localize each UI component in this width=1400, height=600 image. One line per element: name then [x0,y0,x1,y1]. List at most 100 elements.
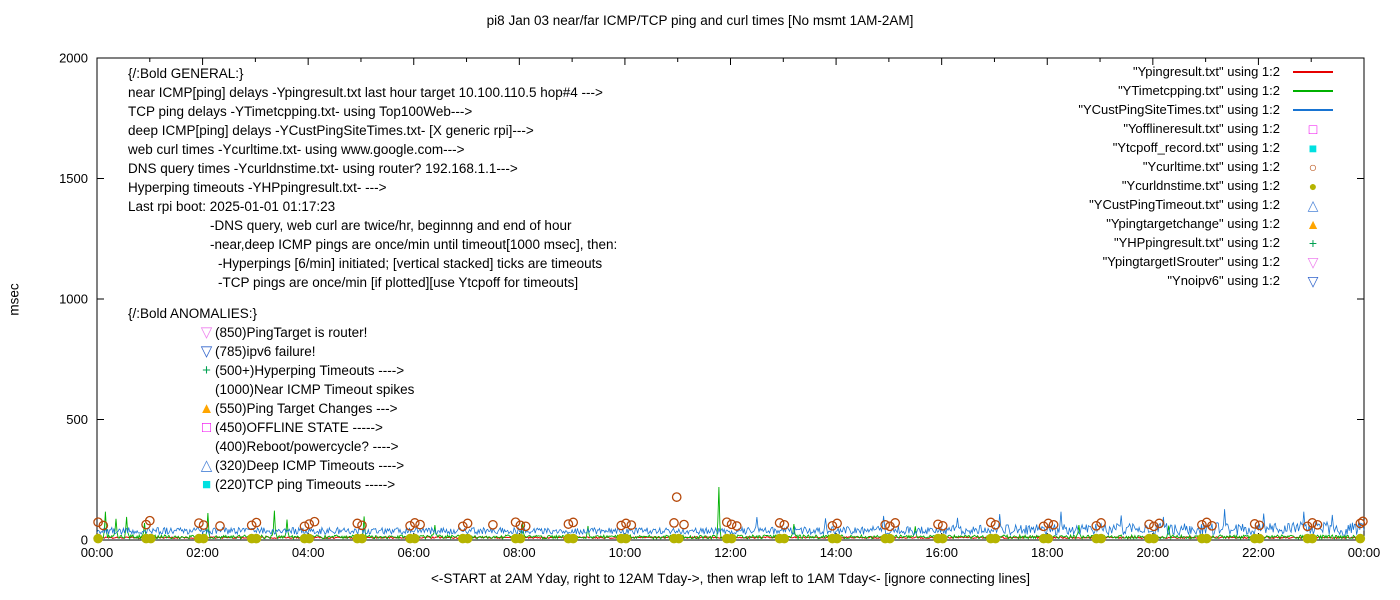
plus-icon: + [1290,236,1336,250]
x-tick-label: 02:00 [186,545,219,560]
legend-row: "Ypingresult.txt" using 1:2 [1078,62,1336,81]
anomaly-label: (850)PingTarget is router! [215,325,368,340]
data-point-Ycurldnstime.txt [621,533,631,544]
x-tick-label: 16:00 [925,545,958,560]
data-point-Ycurldnstime.txt [726,533,737,544]
data-point-Ycurltime.txt [1091,520,1102,531]
spacer [128,292,617,304]
data-point-Ycurltime.txt [990,519,1001,530]
legend-row: "Ycurldnstime.txt" using 1:2 ● [1078,176,1336,195]
legend-row: "YpingtargetISrouter" using 1:2 ▽ [1078,252,1336,271]
line-sample-icon [1293,70,1333,73]
general-line: TCP ping delays -YTimetcpping.txt- using… [128,104,473,119]
data-point-Ycurltime.txt [1254,520,1265,531]
data-point-Ycurltime.txt [1249,519,1260,529]
triangle-up-filled-icon: ▲ [1290,217,1336,231]
data-point-Ycurltime.txt [93,517,103,528]
legend-label: "YpingtargetISrouter" using 1:2 [1102,254,1280,269]
data-point-Ycurldnstime.txt [1254,533,1265,544]
square-open-icon: □ [1290,122,1336,136]
data-point-Ycurltime.txt [933,519,943,530]
data-point-Ycurltime.txt [568,517,579,528]
general-line: Hyperping timeouts -YHPpingresult.txt- -… [128,180,387,195]
data-point-Ycurltime.txt [1048,519,1059,530]
anomaly-row: ▲ (550)Ping Target Changes ---> [198,399,617,418]
data-point-Ycurldnstime.txt [93,533,103,544]
general-line: deep ICMP[ping] delays -YCustPingSiteTim… [128,123,534,138]
line-icon [1290,108,1336,111]
data-point-Ycurldnstime.txt [990,533,1001,544]
data-point-Ycurltime.txt [880,519,891,530]
general-note: -Hyperpings [6/min] initiated; [vertical… [218,256,603,271]
data-point-Ycurltime.txt [1358,516,1368,527]
y-tick-label: 2000 [59,51,88,66]
data-point-Ycurldnstime.txt [1355,533,1366,544]
data-point-Ycurltime.txt [1154,518,1165,529]
x-tick-label: 00:00 [81,545,114,560]
legend-row: "YTimetcpping.txt" using 1:2 [1078,81,1336,100]
data-point-Ycurltime.txt [488,519,498,530]
data-point-Ycurltime.txt [1307,518,1318,528]
legend-row: "Ytcpoff_record.txt" using 1:2 ■ [1078,138,1336,157]
square-open-icon: □ [1308,120,1318,137]
data-point-Ycurltime.txt [304,519,315,529]
data-point-Ycurltime.txt [510,517,521,528]
triangle-up-filled-icon: ▲ [1306,215,1320,232]
anomaly-row: (1000)Near ICMP Timeout spikes [198,380,617,399]
data-point-Ycurltime.txt [1038,521,1049,532]
data-point-Ycurltime.txt [1312,519,1323,530]
anomaly-row: □ (450)OFFLINE STATE -----> [198,418,617,437]
general-note: -DNS query, web curl are twice/hr, begin… [210,218,572,233]
legend-label: "YHPpingresult.txt" using 1:2 [1113,235,1280,250]
data-point-Ycurldnstime.txt [251,533,262,544]
legend-label: "Ynoipv6" using 1:2 [1167,273,1280,288]
data-point-Ycurldnstime.txt [410,533,420,544]
triangle-down-open-icon: ▽ [200,343,213,360]
legend-row: "YHPpingresult.txt" using 1:2 + [1078,233,1336,252]
x-tick-label: 22:00 [1242,545,1275,560]
square-filled-icon: ■ [1290,141,1336,155]
y-tick-label: 1500 [59,171,88,186]
legend-label: "Yofflineresult.txt" using 1:2 [1123,121,1280,136]
data-point-Ycurldnstime.txt [357,533,367,544]
data-point-Ycurltime.txt [1302,521,1313,532]
x-tick-label: 00:00 [1348,545,1381,560]
data-point-Ycurltime.txt [779,519,790,530]
data-point-Ycurltime.txt [721,517,732,528]
general-header: {/:Bold GENERAL:} [128,66,244,81]
data-point-Ycurltime.txt [415,519,425,530]
data-point-Ycurldnstime.txt [1307,533,1318,544]
data-point-Ycurltime.txt [626,520,637,530]
general-line: near ICMP[ping] delays -Ypingresult.txt … [128,85,603,100]
legend-label: "YCustPingTimeout.txt" using 1:2 [1089,197,1280,212]
line-sample-icon [1293,108,1333,111]
legend-row: "Yofflineresult.txt" using 1:2 □ [1078,119,1336,138]
legend-row: "Ynoipv6" using 1:2 ▽ [1078,271,1336,290]
legend-row: "Ypingtargetchange" using 1:2 ▲ [1078,214,1336,233]
triangle-up-open-icon: △ [200,457,213,474]
data-point-Ycurltime.txt [251,517,262,528]
anomaly-row: ▽ (785)ipv6 failure! [198,342,617,361]
data-point-Ycurltime.txt [309,516,320,527]
plus-icon: + [1308,234,1318,251]
data-point-Ycurltime.txt [352,518,363,529]
line-icon [1290,89,1336,92]
data-point-Ycurltime.txt [621,518,631,529]
data-point-Ycurltime.txt [1355,518,1366,529]
legend-row: "Ycurltime.txt" using 1:2 ○ [1078,157,1336,176]
line-sample-icon [1293,89,1333,92]
triangle-down-open-icon: ▽ [1307,253,1319,270]
data-point-Ycurltime.txt [520,521,531,532]
anomalies-list: ▽ (850)PingTarget is router! ▽ (785)ipv6 fa… [128,323,617,494]
data-point-Ycurltime.txt [985,517,996,528]
x-tick-label: 18:00 [1031,545,1064,560]
x-tick-label: 20:00 [1137,545,1170,560]
legend-label: "Ytcpoff_record.txt" using 1:2 [1112,140,1280,155]
legend-label: "YTimetcpping.txt" using 1:2 [1118,83,1280,98]
x-tick-label: 06:00 [397,545,430,560]
triangle-down-open-icon: ▽ [1290,255,1336,269]
data-point-Ycurltime.txt [457,521,468,532]
anomaly-row: + (500+)Hyperping Timeouts ----> [198,361,617,380]
